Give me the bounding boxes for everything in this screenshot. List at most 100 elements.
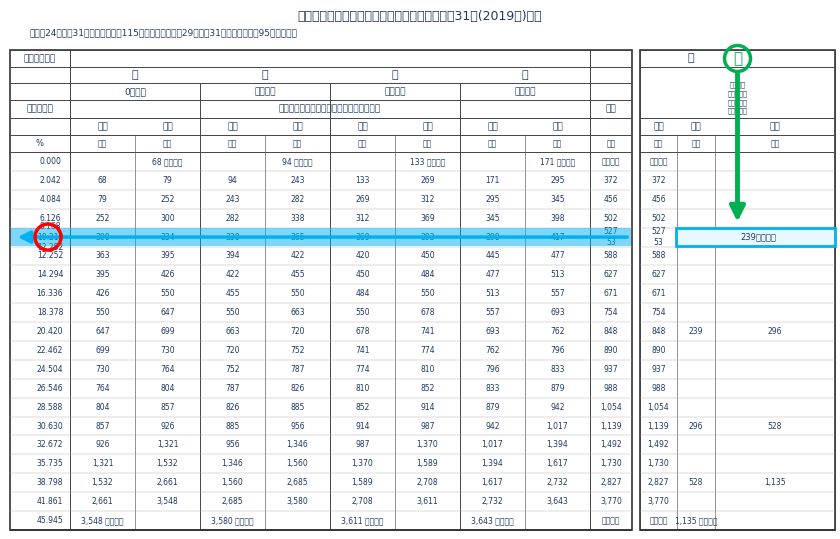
Text: 2,661: 2,661	[92, 497, 113, 506]
Text: 1,589: 1,589	[352, 478, 373, 487]
Text: 1,532: 1,532	[157, 459, 178, 468]
Text: 79: 79	[97, 195, 108, 204]
Text: 627: 627	[651, 271, 666, 279]
Text: 296: 296	[768, 327, 782, 336]
Text: 未満: 未満	[423, 122, 433, 131]
Text: 親: 親	[391, 70, 398, 80]
Text: 857: 857	[160, 403, 175, 412]
Text: 以上: 以上	[487, 122, 498, 131]
Text: 762: 762	[486, 346, 500, 355]
Text: 賞与に対する源泉徴収税額の算出率の表（平成31年(2019年)分）: 賞与に対する源泉徴収税額の算出率の表（平成31年(2019年)分）	[297, 10, 543, 23]
Text: 2,827: 2,827	[601, 478, 622, 487]
Text: 513: 513	[486, 289, 500, 298]
Text: 942: 942	[486, 421, 500, 431]
Text: 千円: 千円	[654, 139, 663, 148]
Text: 699: 699	[160, 327, 175, 336]
Text: 239千円未満: 239千円未満	[740, 232, 776, 241]
Text: 879: 879	[486, 403, 500, 412]
Text: 752: 752	[291, 346, 305, 355]
Text: 550: 550	[95, 308, 110, 317]
Text: 890: 890	[651, 346, 666, 355]
Text: 未満: 未満	[552, 122, 563, 131]
Text: 18.378: 18.378	[37, 308, 63, 317]
Text: 420: 420	[355, 252, 370, 260]
Text: 988: 988	[604, 384, 618, 393]
Text: 730: 730	[160, 346, 175, 355]
Text: 774: 774	[355, 365, 370, 374]
Text: 857: 857	[95, 421, 110, 431]
Text: 455: 455	[225, 289, 239, 298]
Text: 810: 810	[355, 384, 370, 393]
Text: １　　人: １ 人	[255, 87, 276, 96]
Text: 1,321: 1,321	[157, 440, 178, 450]
Text: 3,770: 3,770	[600, 497, 622, 506]
Text: 賞与の金額に: 賞与の金額に	[24, 54, 56, 63]
Text: 未満: 未満	[162, 122, 173, 131]
Text: 678: 678	[355, 327, 370, 336]
Text: 804: 804	[95, 403, 110, 412]
Text: 762: 762	[550, 327, 564, 336]
Text: 937: 937	[651, 365, 666, 374]
Text: 千円: 千円	[98, 139, 108, 148]
Text: 926: 926	[95, 440, 110, 450]
Bar	[10, 50, 632, 530]
Text: 764: 764	[95, 384, 110, 393]
Text: 3,611 千円以上: 3,611 千円以上	[341, 516, 384, 525]
Text: 885: 885	[225, 421, 239, 431]
Text: 2,732: 2,732	[481, 497, 503, 506]
Text: 3,611: 3,611	[417, 497, 438, 506]
Text: 295: 295	[550, 176, 564, 185]
Text: 300: 300	[95, 232, 110, 241]
Text: 833: 833	[486, 384, 500, 393]
Text: 16.336: 16.336	[37, 289, 63, 298]
Text: 550: 550	[420, 289, 435, 298]
Text: 890: 890	[604, 346, 618, 355]
Text: 1,492: 1,492	[648, 440, 669, 450]
Text: 1,321: 1,321	[92, 459, 113, 468]
Text: 1,560: 1,560	[222, 478, 244, 487]
Text: 363: 363	[95, 252, 110, 260]
Text: 730: 730	[95, 365, 110, 374]
Text: 1,370: 1,370	[417, 440, 438, 450]
Text: 94: 94	[228, 176, 238, 185]
Text: 3,580: 3,580	[286, 497, 308, 506]
Text: 752: 752	[225, 365, 239, 374]
Text: 1,139: 1,139	[601, 421, 622, 431]
Text: 502: 502	[651, 213, 666, 223]
Text: 987: 987	[355, 440, 370, 450]
Text: 787: 787	[225, 384, 239, 393]
Text: 千円: 千円	[228, 139, 237, 148]
Text: 30.630: 30.630	[37, 421, 63, 431]
Text: 2,685: 2,685	[222, 497, 244, 506]
Text: 345: 345	[486, 213, 500, 223]
Text: 513: 513	[550, 271, 564, 279]
Text: 2,708: 2,708	[417, 478, 438, 487]
Text: 693: 693	[550, 308, 564, 317]
Text: 扶: 扶	[132, 70, 139, 80]
Text: 426: 426	[95, 289, 110, 298]
Text: 557: 557	[486, 308, 500, 317]
Text: 以上: 以上	[357, 122, 368, 131]
Text: %: %	[36, 139, 44, 148]
Text: 282: 282	[225, 213, 239, 223]
Text: 2,661: 2,661	[157, 478, 178, 487]
Text: 千円: 千円	[488, 139, 497, 148]
Text: 12.252: 12.252	[37, 252, 63, 260]
Text: 以上: 以上	[97, 122, 108, 131]
Text: 826: 826	[291, 384, 305, 393]
Text: 未満: 未満	[769, 122, 780, 131]
Text: 852: 852	[420, 384, 434, 393]
Text: 千円以上: 千円以上	[601, 516, 620, 525]
Text: 94 千円未満: 94 千円未満	[282, 157, 312, 166]
Text: 550: 550	[355, 308, 370, 317]
Text: 484: 484	[420, 271, 435, 279]
Text: 千円: 千円	[770, 139, 780, 148]
Text: 914: 914	[355, 421, 370, 431]
Text: 28.588: 28.588	[37, 403, 63, 412]
Text: 239: 239	[689, 327, 703, 336]
Bar	[11, 228, 631, 246]
Text: 171: 171	[486, 176, 500, 185]
Text: 乗ずべき率: 乗ずべき率	[27, 105, 54, 114]
Text: 833: 833	[550, 365, 564, 374]
Text: 以上: 以上	[606, 105, 617, 114]
